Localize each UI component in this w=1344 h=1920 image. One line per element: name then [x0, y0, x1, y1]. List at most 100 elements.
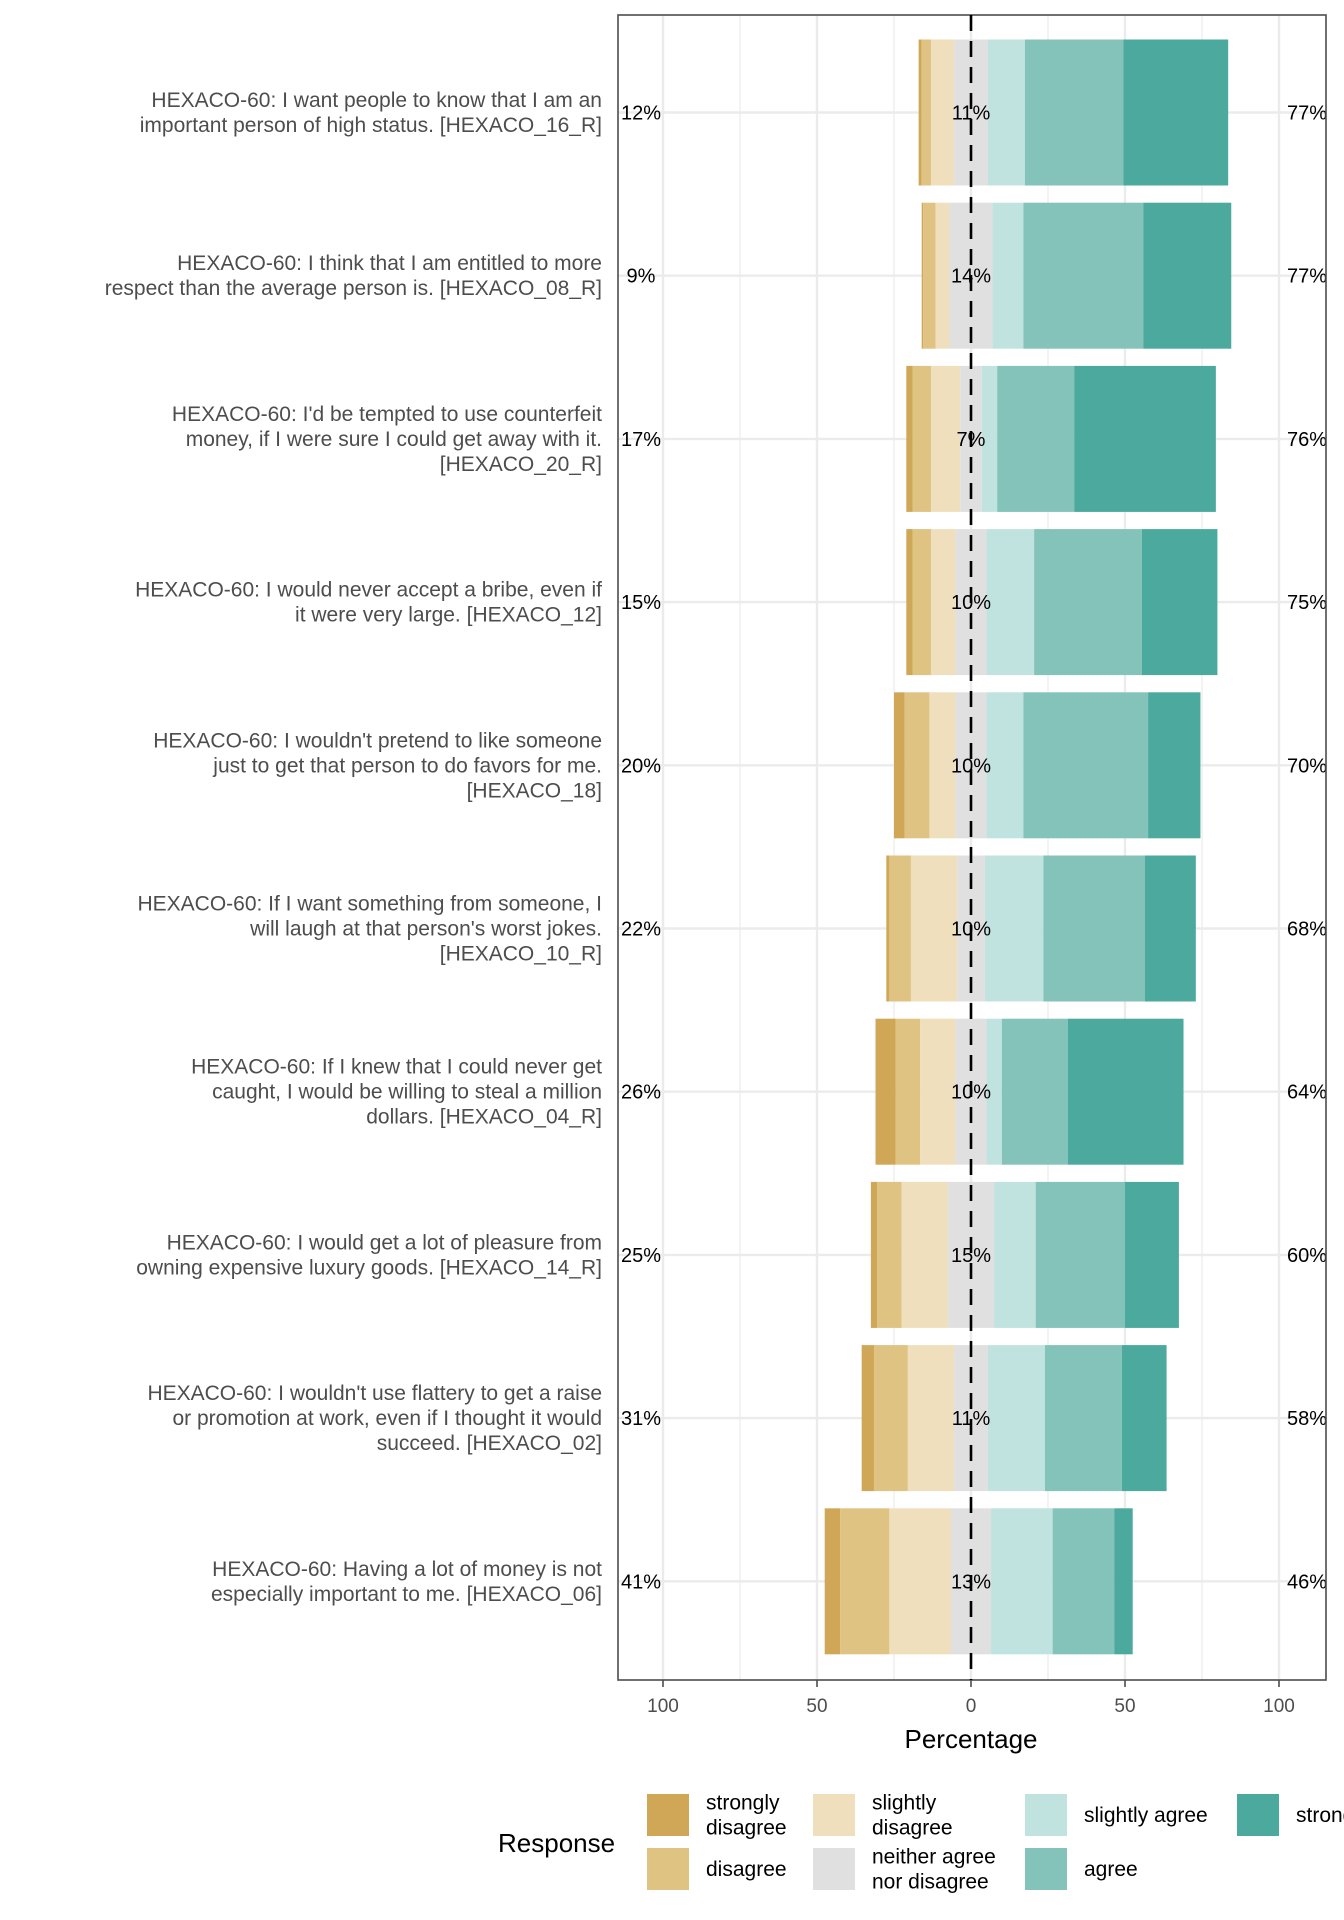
- item-label-line: HEXACO-60: If I knew that I could never …: [191, 1056, 602, 1079]
- bar-segment-a: [1001, 1018, 1069, 1165]
- x-tick-label: 50: [1114, 1696, 1135, 1717]
- bar-segment-sla: [992, 202, 1024, 349]
- bar-segment-n: [955, 692, 987, 839]
- bar-segment-sld: [930, 529, 956, 676]
- bar-segment-sla: [984, 855, 1044, 1002]
- bar-segment-d: [912, 529, 931, 676]
- item-label-line: [HEXACO_18]: [467, 779, 602, 802]
- legend-item-d: disagree: [647, 1848, 787, 1890]
- item-label-line: especially important to me. [HEXACO_06]: [211, 1583, 602, 1606]
- bar-segment-a: [997, 365, 1075, 512]
- item-labels: HEXACO-60: I want people to know that I …: [105, 89, 602, 1606]
- bar-segment-d: [840, 1508, 890, 1655]
- bar-segment-sa: [1145, 855, 1196, 1002]
- bar-row: [894, 692, 1201, 839]
- bar-row: [906, 529, 1218, 676]
- neutral-percent-label: 11%: [952, 103, 991, 125]
- high-percent-label: 58%: [1287, 1408, 1327, 1430]
- bar-segment-sla: [981, 365, 998, 512]
- bar-segment-n: [954, 39, 988, 186]
- bar-row: [824, 1508, 1133, 1655]
- bar-segment-a: [1023, 202, 1144, 349]
- bar-segment-a: [1052, 1508, 1115, 1655]
- bar-segment-sd: [918, 39, 922, 186]
- low-percent-label: 20%: [621, 755, 661, 777]
- percent-labels: 12% 11% 77%9% 14% 77%17% 7% 76%15% 10% 75%20% 10%…: [621, 103, 1327, 1594]
- legend-label: strongly agree: [1296, 1804, 1344, 1827]
- x-tick-label: 100: [647, 1696, 679, 1717]
- bar-row: [921, 202, 1232, 349]
- bar-segment-sld: [901, 1181, 948, 1328]
- legend-label-line: disagree: [706, 1858, 787, 1881]
- item-label-line: caught, I would be willing to steal a mi…: [212, 1081, 602, 1104]
- bar-segment-sd: [875, 1018, 896, 1165]
- legend-label: disagree: [706, 1858, 787, 1881]
- bar-segment-sa: [1121, 1345, 1167, 1492]
- item-label: HEXACO-60: I would get a lot of pleasure…: [136, 1231, 602, 1279]
- item-label-line: money, if I were sure I could get away w…: [186, 428, 602, 451]
- legend-key-sa: [1237, 1794, 1279, 1836]
- legend-label-line: strongly: [706, 1792, 780, 1815]
- item-label-line: [HEXACO_20_R]: [440, 453, 602, 476]
- legend-label-line: neither agree: [872, 1846, 996, 1869]
- low-percent-label: 26%: [621, 1082, 661, 1104]
- low-percent-label: 12%: [621, 103, 661, 125]
- low-percent-label: 25%: [621, 1245, 661, 1267]
- x-tick-label: 100: [1263, 1696, 1295, 1717]
- bar-segment-sa: [1141, 529, 1218, 676]
- bar-segment-sld: [935, 202, 950, 349]
- legend-item-a: agree: [1025, 1848, 1138, 1890]
- item-label-line: HEXACO-60: I would get a lot of pleasure…: [167, 1231, 602, 1254]
- bar-segment-sla: [987, 39, 1025, 186]
- neutral-percent-label: 10%: [951, 592, 991, 614]
- bar-segment-sld: [920, 1018, 956, 1165]
- low-percent-label: 31%: [621, 1408, 661, 1430]
- item-label: HEXACO-60: I think that I am entitled to…: [105, 252, 602, 300]
- legend-item-sla: slightly agree: [1025, 1794, 1208, 1836]
- bar-segment-sa: [1148, 692, 1201, 839]
- bar-row: [886, 855, 1196, 1002]
- bar-segment-sld: [930, 365, 961, 512]
- item-label: HEXACO-60: Having a lot of money is not e…: [211, 1558, 602, 1606]
- bar-row: [861, 1345, 1167, 1492]
- bar-segment-a: [1044, 1345, 1122, 1492]
- legend-label-line: slightly agree: [1084, 1804, 1208, 1827]
- item-label-line: HEXACO-60: I wouldn't pretend to like so…: [153, 729, 602, 752]
- legend-label-line: slightly: [872, 1792, 937, 1815]
- item-label-line: just to get that person to do favors for…: [212, 754, 602, 777]
- bar-segment-sla: [987, 1345, 1045, 1492]
- bar-segment-sld: [889, 1508, 951, 1655]
- bar-segment-sa: [1114, 1508, 1133, 1655]
- item-label-line: HEXACO-60: If I want something from some…: [137, 893, 602, 916]
- legend-key-d: [647, 1848, 689, 1890]
- bar-segment-sa: [1143, 202, 1232, 349]
- legend-item-sld: slightly disagree: [813, 1792, 953, 1840]
- item-label-line: HEXACO-60: I wouldn't use flattery to ge…: [147, 1382, 602, 1405]
- bar-segment-a: [1035, 1181, 1125, 1328]
- high-percent-label: 77%: [1287, 266, 1327, 288]
- legend-label: slightly agree: [1084, 1804, 1208, 1827]
- bar-segment-sd: [906, 529, 913, 676]
- legend-item-sd: strongly disagree: [647, 1792, 787, 1840]
- bar-segment-d: [877, 1181, 902, 1328]
- legend-label-line: disagree: [706, 1817, 787, 1840]
- bar-segment-sa: [1074, 365, 1216, 512]
- bar-segment-sla: [986, 692, 1024, 839]
- legend-label-line: strongly agree: [1296, 1804, 1344, 1827]
- bar-segment-a: [1024, 39, 1124, 186]
- item-label: HEXACO-60: I would never accept a bribe,…: [135, 579, 602, 627]
- legend-key-sld: [813, 1794, 855, 1836]
- low-percent-label: 9%: [627, 266, 656, 288]
- legend-label-line: nor disagree: [872, 1871, 989, 1894]
- legend-title: Response: [498, 1828, 615, 1858]
- high-percent-label: 60%: [1287, 1245, 1327, 1267]
- legend-key-sla: [1025, 1794, 1067, 1836]
- bar-segment-sd: [894, 692, 905, 839]
- item-label: HEXACO-60: I want people to know that I …: [140, 89, 602, 137]
- bar-segment-d: [921, 39, 931, 186]
- bar-segment-sla: [994, 1181, 1036, 1328]
- legend-label: agree: [1084, 1858, 1138, 1881]
- item-label-line: HEXACO-60: I'd be tempted to use counter…: [172, 403, 602, 426]
- bar-segment-d: [904, 692, 930, 839]
- x-tick-label: 0: [966, 1696, 977, 1717]
